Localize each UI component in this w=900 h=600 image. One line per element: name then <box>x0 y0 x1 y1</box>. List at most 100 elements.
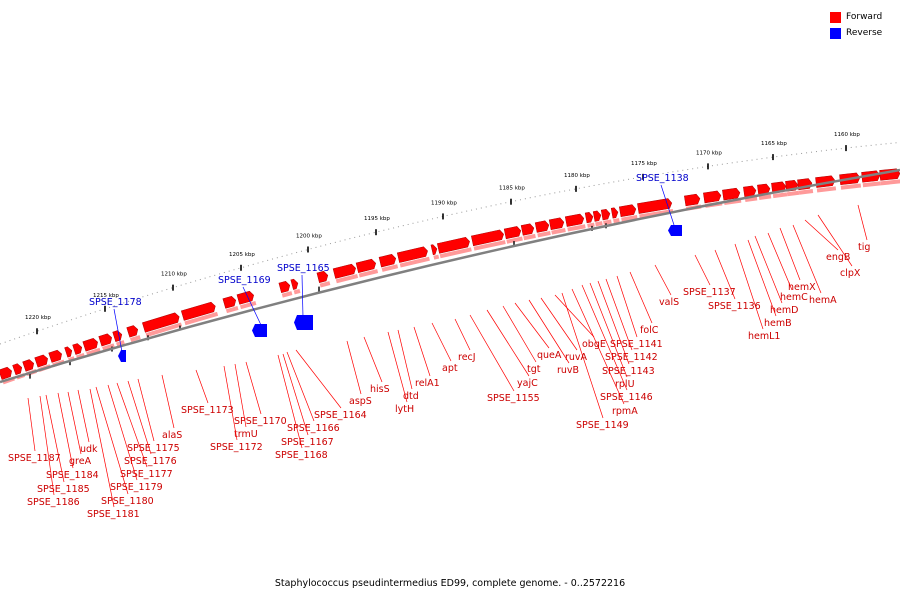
gene-label-hema[interactable]: hemA <box>809 295 837 306</box>
gene-label-spse-1136[interactable]: SPSE_1136 <box>708 301 761 312</box>
gene-label-engb[interactable]: engB <box>826 252 850 263</box>
forward-gene-feature[interactable] <box>290 278 301 295</box>
gene-label-hemb[interactable]: hemB <box>764 318 792 329</box>
forward-gene-feature[interactable] <box>584 212 595 228</box>
gene-label-spse-1177[interactable]: SPSE_1177 <box>120 469 173 480</box>
reverse-gene-feature[interactable] <box>118 350 126 362</box>
leader-line <box>95 386 129 495</box>
gene-label-spse-1137[interactable]: SPSE_1137 <box>683 287 736 298</box>
gene-label-spse-1180[interactable]: SPSE_1180 <box>101 496 154 507</box>
reverse-gene-feature[interactable] <box>252 324 267 337</box>
gene-label-spse-1173[interactable]: SPSE_1173 <box>181 405 234 416</box>
gene-label-rela1[interactable]: relA1 <box>415 378 440 389</box>
gene-label-tgt[interactable]: tgt <box>527 364 541 375</box>
gene-label-spse-1169[interactable]: SPSE_1169 <box>218 275 271 286</box>
gene-label-lyth[interactable]: lytH <box>395 404 414 415</box>
forward-gene-feature[interactable] <box>503 226 523 244</box>
gene-label-spse-1186[interactable]: SPSE_1186 <box>27 497 80 508</box>
forward-gene-feature[interactable] <box>180 301 219 326</box>
gene-label-folc[interactable]: folC <box>640 325 659 336</box>
gene-label-hemx[interactable]: hemX <box>788 282 816 293</box>
gene-label-spse-1175[interactable]: SPSE_1175 <box>127 443 180 454</box>
gene-label-udk[interactable]: udk <box>80 444 98 455</box>
gene-label-spse-1176[interactable]: SPSE_1176 <box>124 456 177 467</box>
gene-label-spse-1149[interactable]: SPSE_1149 <box>576 420 629 431</box>
gene-label-dtd[interactable]: dtd <box>403 391 419 402</box>
forward-gene-feature[interactable] <box>743 185 758 202</box>
gene-label-hemd[interactable]: hemD <box>770 305 798 316</box>
gene-label-vals[interactable]: valS <box>659 297 679 308</box>
gene-label-obge[interactable]: obgE <box>582 339 606 350</box>
forward-gene-feature[interactable] <box>548 217 566 235</box>
leader-line <box>413 326 431 377</box>
gene-label-spse-1168[interactable]: SPSE_1168 <box>275 450 328 461</box>
gene-label-spse-1181[interactable]: SPSE_1181 <box>87 509 140 520</box>
gene-label-quea[interactable]: queA <box>537 350 562 361</box>
gene-label-alas[interactable]: alaS <box>162 430 182 441</box>
gene-label-yajc[interactable]: yajC <box>517 378 538 389</box>
forward-gene-feature[interactable] <box>618 204 638 222</box>
forward-gene-arrow <box>34 354 48 368</box>
gene-label-spse-1141[interactable]: SPSE_1141 <box>610 339 663 350</box>
gene-label-spse-1146[interactable]: SPSE_1146 <box>600 392 653 403</box>
forward-gene-feature[interactable] <box>355 258 379 278</box>
gene-label-clpx[interactable]: clpX <box>840 268 861 279</box>
gene-label-ruva[interactable]: ruvA <box>565 352 588 363</box>
gene-label-rpma[interactable]: rpmA <box>612 406 638 417</box>
forward-gene-feature[interactable] <box>396 246 430 268</box>
gene-label-recj[interactable]: recJ <box>458 352 476 363</box>
forward-gene-feature[interactable] <box>592 210 603 227</box>
forward-gene-feature[interactable] <box>222 295 239 314</box>
gene-label-hemc[interactable]: hemC <box>780 292 808 303</box>
gene-label-spse-1155[interactable]: SPSE_1155 <box>487 393 540 404</box>
forward-gene-feature[interactable] <box>236 290 257 310</box>
forward-gene-feature[interactable] <box>112 330 125 347</box>
forward-gene-feature[interactable] <box>378 253 399 272</box>
forward-gene-feature[interactable] <box>520 223 536 241</box>
forward-gene-arrow <box>610 207 619 219</box>
reverse-gene-feature[interactable] <box>294 315 313 330</box>
gene-label-grea[interactable]: greA <box>69 456 92 467</box>
leader-line <box>454 318 471 351</box>
gene-label-spse-1170[interactable]: SPSE_1170 <box>234 416 287 427</box>
gene-label-spse-1138[interactable]: SPSE_1138 <box>636 173 689 184</box>
gene-label-spse-1172[interactable]: SPSE_1172 <box>210 442 263 453</box>
forward-gene-feature[interactable] <box>98 333 115 351</box>
gene-label-spse-1166[interactable]: SPSE_1166 <box>287 423 340 434</box>
gene-label-hiss[interactable]: hisS <box>370 384 390 395</box>
gene-label-spse-1178[interactable]: SPSE_1178 <box>89 297 142 308</box>
gene-label-heml1[interactable]: hemL1 <box>748 331 780 342</box>
forward-gene-feature[interactable] <box>278 280 293 298</box>
gene-label-asps[interactable]: aspS <box>349 396 372 407</box>
forward-gene-feature[interactable] <box>332 263 359 284</box>
gene-label-spse-1185[interactable]: SPSE_1185 <box>37 484 90 495</box>
gene-label-spse-1143[interactable]: SPSE_1143 <box>602 366 655 377</box>
forward-gene-feature[interactable] <box>564 213 586 232</box>
forward-gene-feature[interactable] <box>316 270 331 288</box>
gene-label-spse-1164[interactable]: SPSE_1164 <box>314 410 367 421</box>
gene-label-trmu[interactable]: trmU <box>234 429 258 440</box>
gene-label-spse-1187[interactable]: SPSE_1187 <box>8 453 61 464</box>
gene-label-ruvb[interactable]: ruvB <box>557 365 579 376</box>
forward-gene-feature[interactable] <box>430 244 440 260</box>
forward-gene-feature[interactable] <box>142 312 183 338</box>
forward-gene-feature[interactable] <box>436 236 472 259</box>
forward-gene-feature[interactable] <box>126 325 141 342</box>
leader-line <box>245 361 262 415</box>
forward-gene-feature[interactable] <box>610 207 620 224</box>
gene-label-spse-1142[interactable]: SPSE_1142 <box>605 352 658 363</box>
gene-label-spse-1179[interactable]: SPSE_1179 <box>110 482 163 493</box>
tick-label: 1180 kbp <box>564 173 590 179</box>
forward-gene-feature[interactable] <box>534 220 551 238</box>
forward-gene-feature[interactable] <box>600 208 612 225</box>
gene-label-spse-1167[interactable]: SPSE_1167 <box>281 437 334 448</box>
forward-gene-feature[interactable] <box>757 183 772 201</box>
gene-label-apt[interactable]: apt <box>442 363 458 374</box>
forward-gene-feature[interactable] <box>471 229 506 251</box>
gene-label-spse-1165[interactable]: SPSE_1165 <box>277 263 330 274</box>
leader-line <box>747 239 777 317</box>
reverse-gene-feature[interactable] <box>668 225 682 236</box>
forward-gene-shadow <box>319 281 331 288</box>
gene-label-tig[interactable]: tig <box>858 242 870 253</box>
gene-label-spse-1184[interactable]: SPSE_1184 <box>46 470 99 481</box>
